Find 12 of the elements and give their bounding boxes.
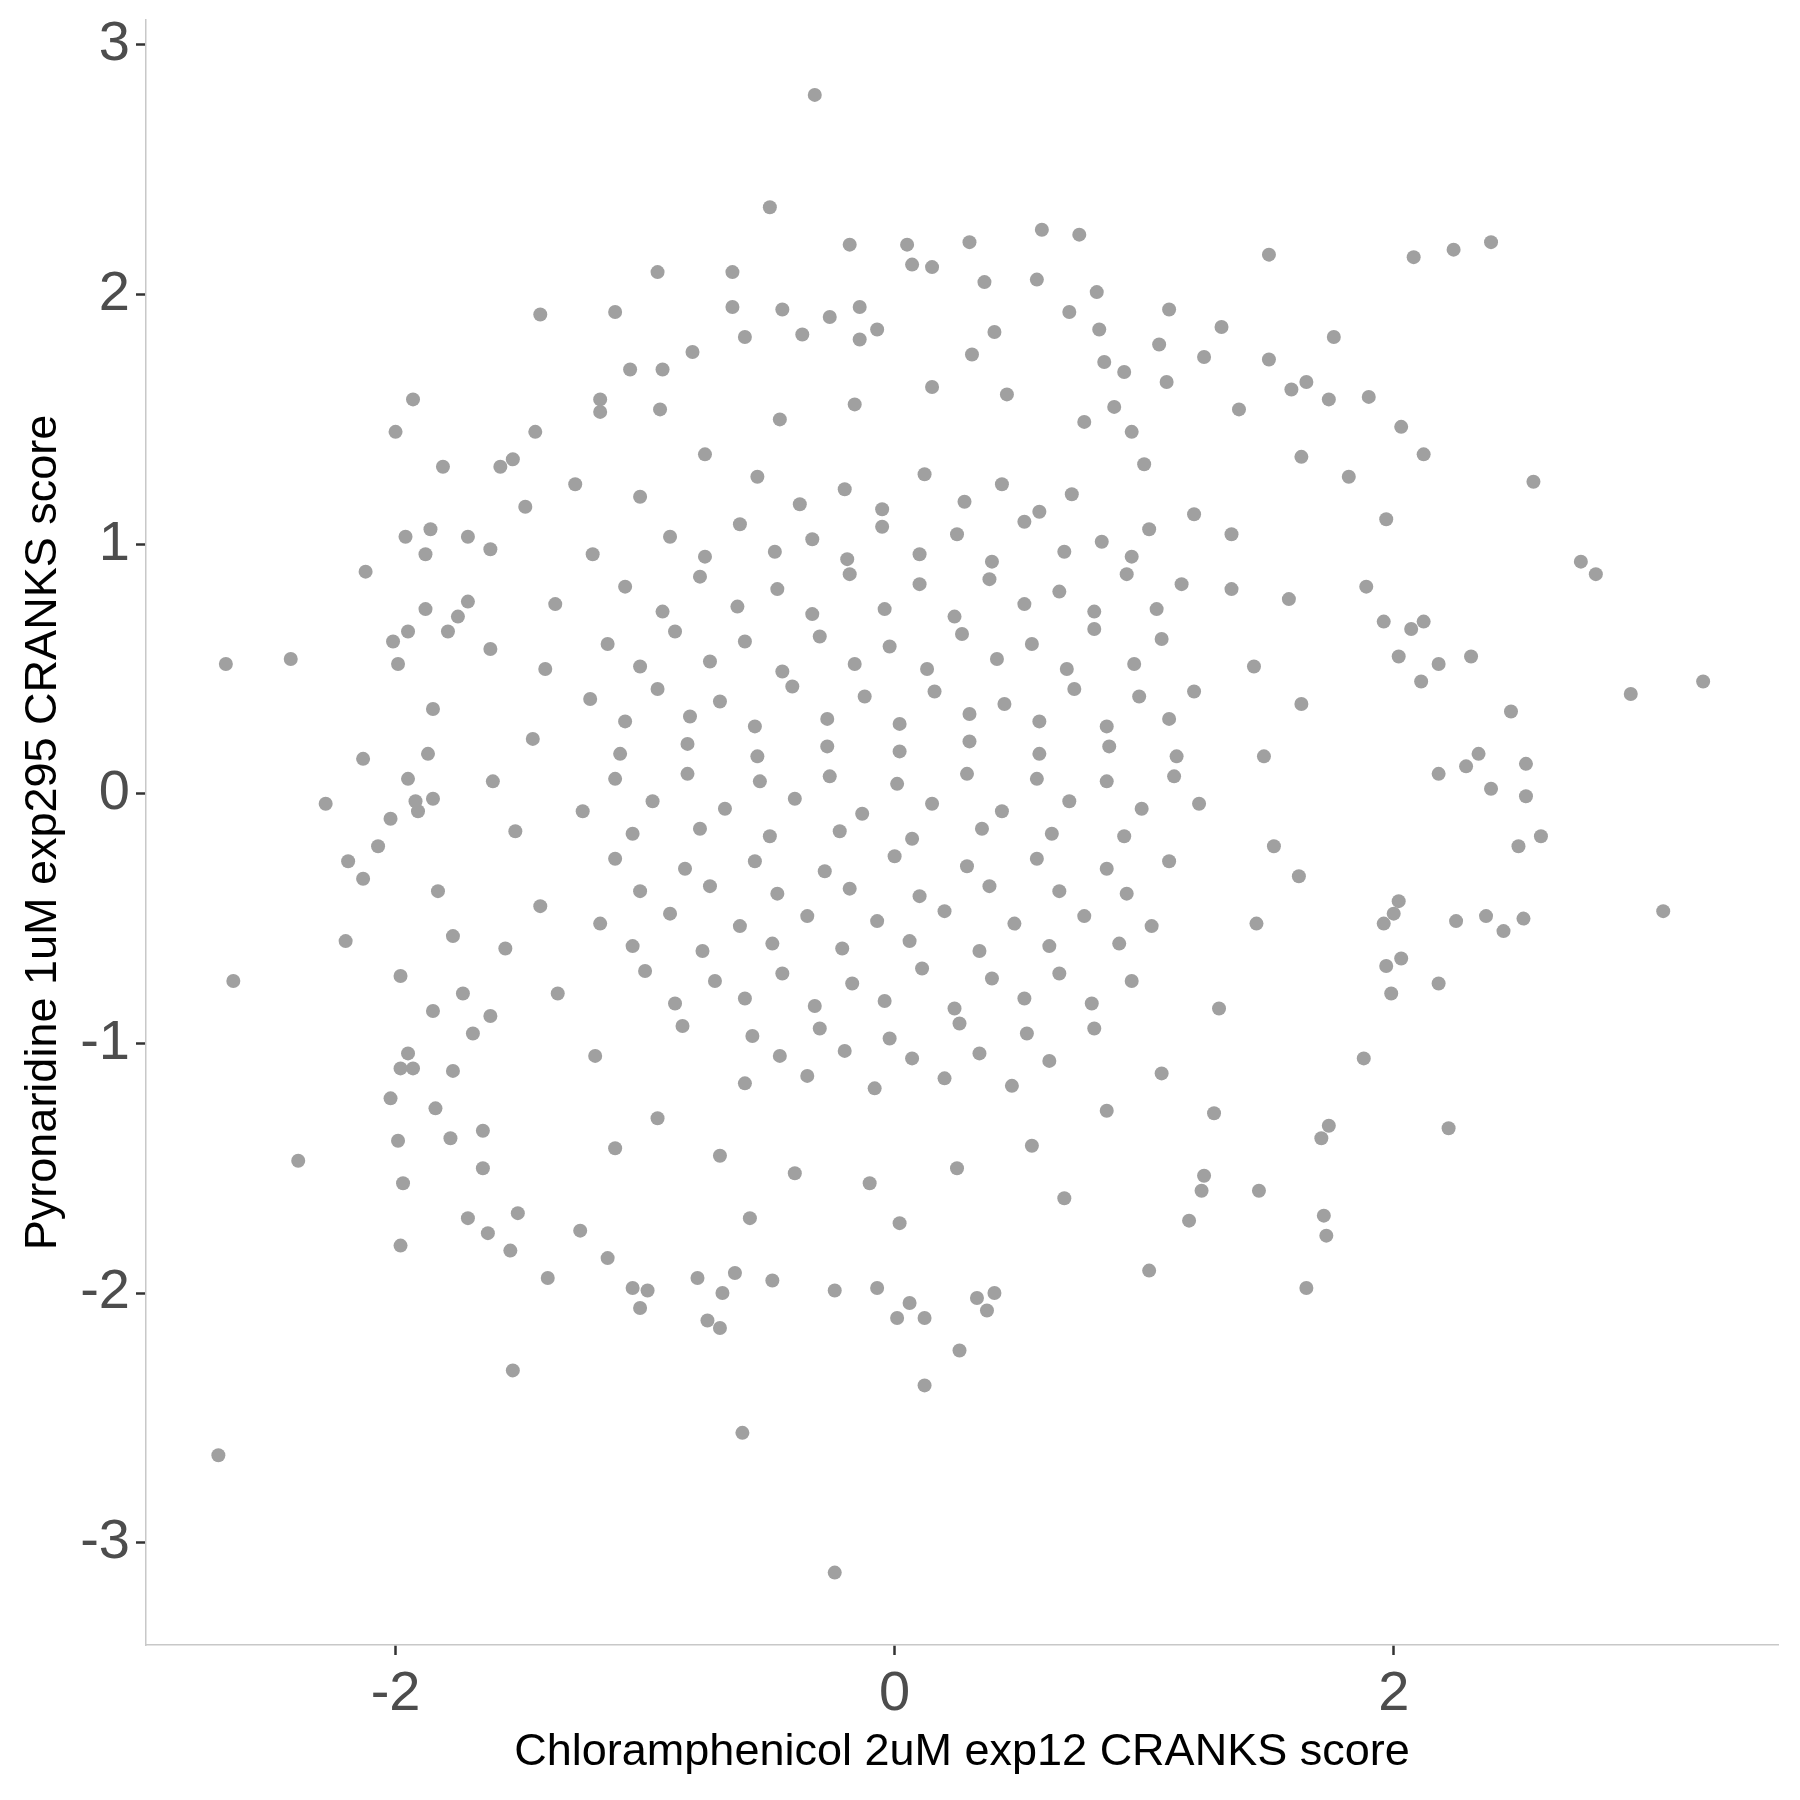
x-tick-label: 0 <box>879 1659 911 1723</box>
x-tick-label: 2 <box>1378 1659 1410 1723</box>
y-tick-label: 1 <box>98 508 130 572</box>
y-tick-label: 0 <box>98 758 130 822</box>
y-tick-label: 3 <box>98 9 130 73</box>
y-tick-label: -3 <box>80 1507 130 1571</box>
y-tick-label: -2 <box>80 1257 130 1321</box>
y-tick-label: -1 <box>80 1007 130 1071</box>
x-tick-label: -2 <box>370 1659 421 1723</box>
y-axis-title: Pyronaridine 1uM exp295 CRANKS score <box>15 414 67 1251</box>
x-axis-title: Chloramphenicol 2uM exp12 CRANKS score <box>514 1724 1410 1776</box>
y-tick-label: 2 <box>98 259 130 323</box>
